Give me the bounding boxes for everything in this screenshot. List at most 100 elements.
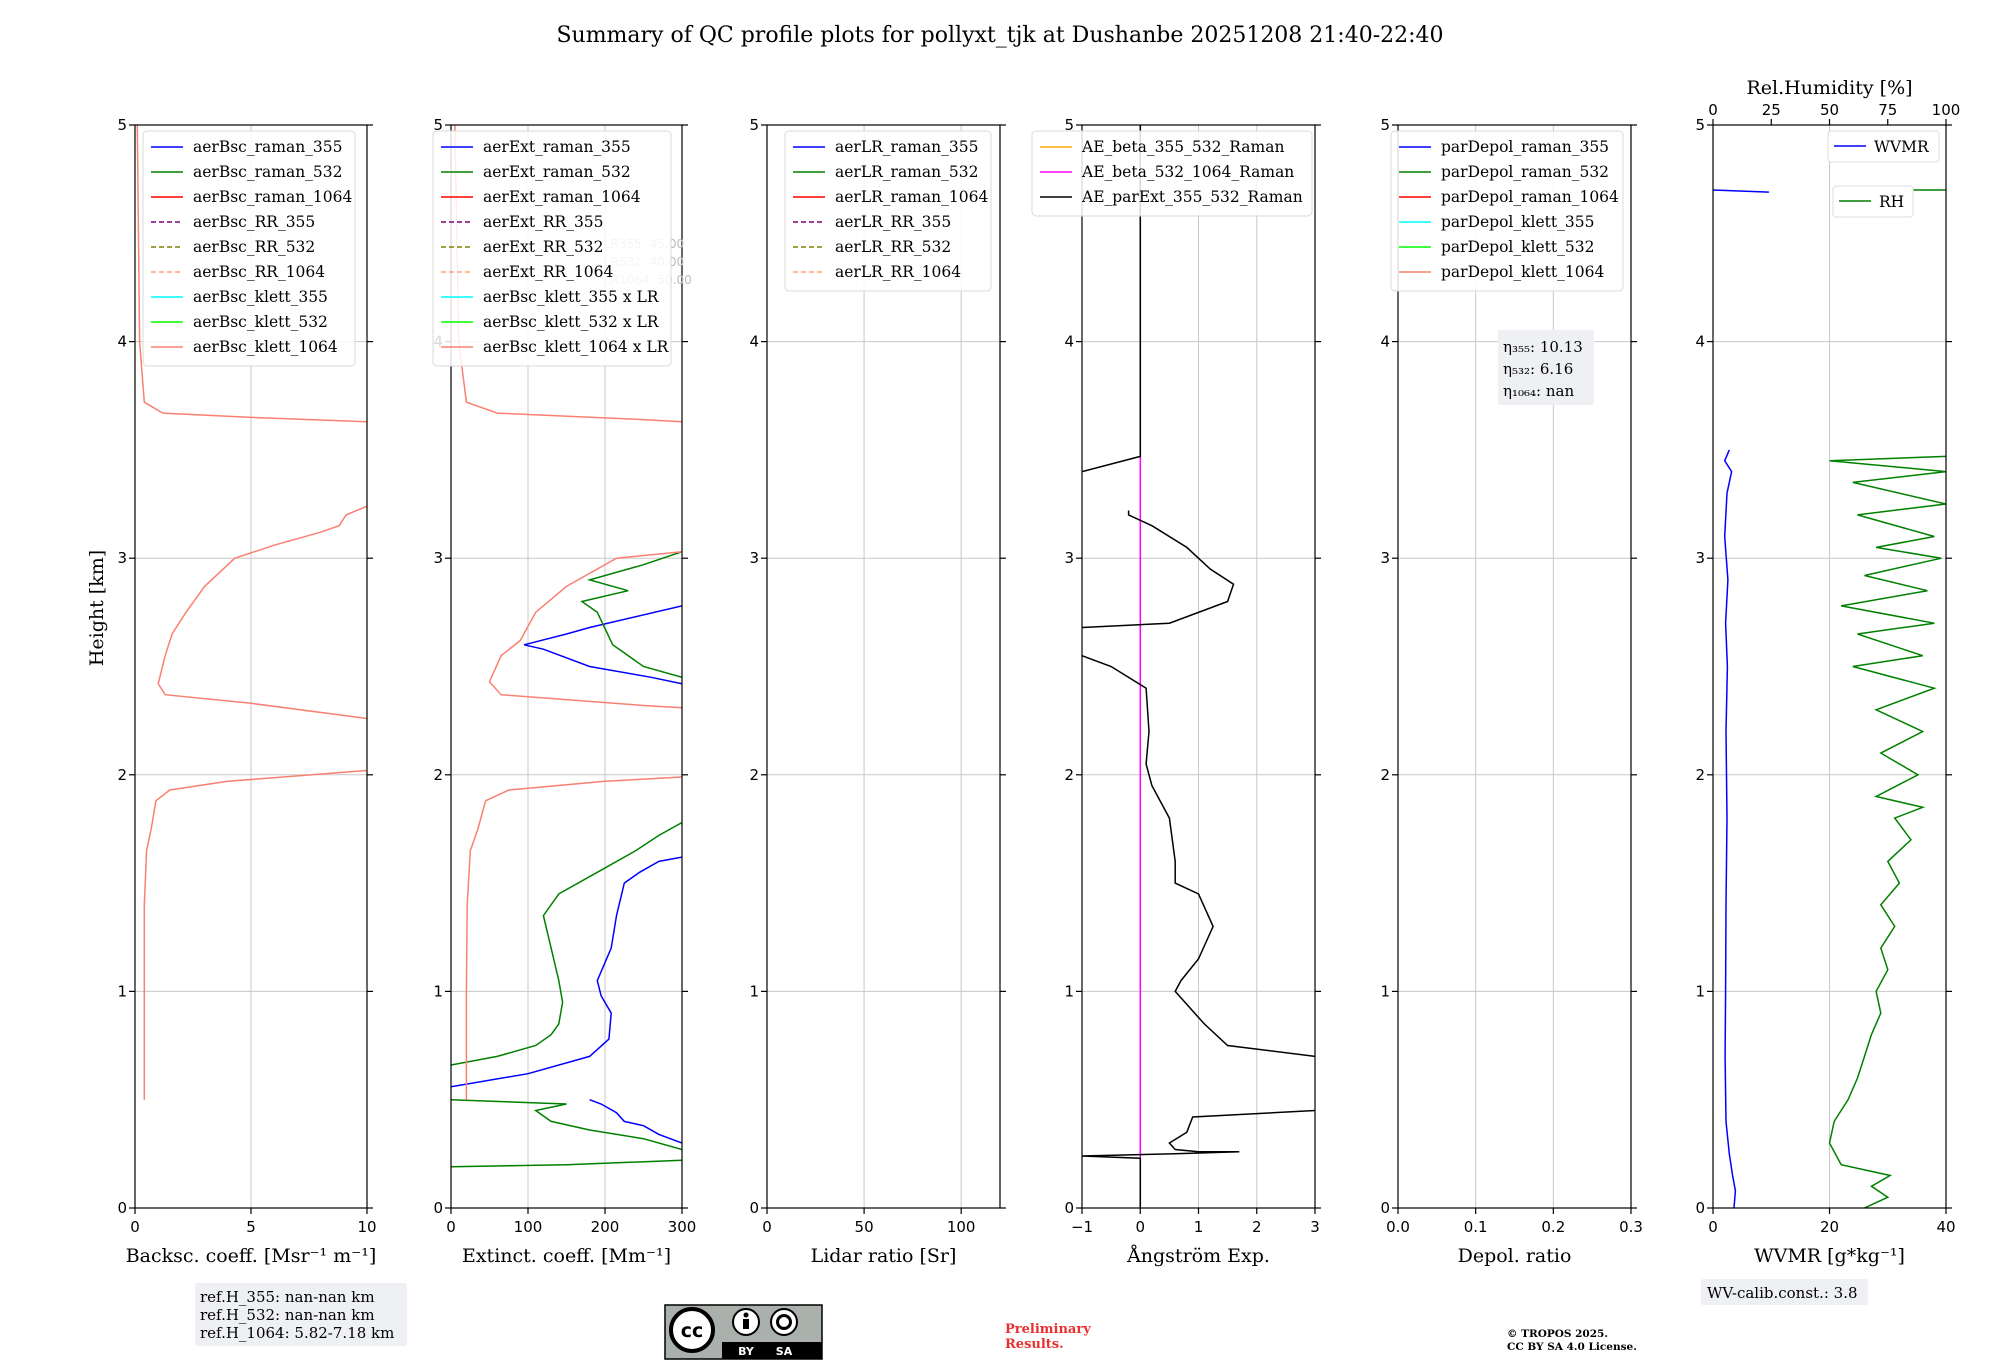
x-tick-label: 100 [947,1218,976,1236]
legend-label: aerLR_raman_355 [835,138,978,156]
legend-label: aerBsc_RR_1064 [193,263,325,281]
series-rh [1828,189,1946,1208]
y-tick-label: 3 [433,549,443,567]
eta-value: η₃₅₅: 10.13 [1503,338,1583,356]
y-tick-label: 5 [117,116,127,134]
y-tick-label: 3 [117,549,127,567]
top-tick-label: 25 [1762,101,1781,119]
legend-label: aerBsc_klett_1064 [193,338,338,356]
y-tick-label: 2 [1695,766,1705,784]
y-tick-label: 4 [1695,333,1705,351]
ref-height-355: ref.H_355: nan-nan km [200,1288,375,1306]
sa-share-icon [770,1308,798,1336]
eta-value: η₅₃₂: 6.16 [1503,360,1573,378]
x-axis-label: Backsc. coeff. [Msr⁻¹ m⁻¹] [126,1245,377,1267]
legend: parDepol_raman_355 parDepol_raman_532 parD… [1390,130,1624,292]
legend-label: aerBsc_klett_355 [193,288,328,306]
y-tick-label: 3 [749,549,759,567]
x-tick-label: 300 [668,1218,697,1236]
legend-box [1031,130,1313,217]
copyright-line-2: CC BY SA 4.0 License. [1507,1341,1637,1353]
legend-label: aerLR_raman_1064 [835,188,988,206]
x-axis-label: Lidar ratio [Sr] [811,1245,957,1267]
legend-label: parDepol_klett_532 [1441,238,1594,256]
x-tick-label: 2 [1252,1218,1262,1236]
x-tick-label: 0.2 [1541,1218,1565,1236]
y-tick-label: 5 [1064,116,1074,134]
figure-title: Summary of QC profile plots for pollyxt_… [556,23,1443,48]
legend-label: aerBsc_RR_355 [193,213,315,231]
legend-wvmr: WVMR [1827,130,1940,163]
preliminary-line-2: Results. [1005,1337,1064,1352]
cc-icon [669,1307,715,1353]
legend-label: aerLR_RR_532 [835,238,951,256]
legend: AE_beta_355_532_Raman AE_beta_532_1064_Ra… [1031,130,1313,217]
ref-height-532: ref.H_532: nan-nan km [200,1306,375,1324]
panel-5: 0.0 0.1 0.2 0.3 0 1 2 3 4 5 Depol. ratio η₃₅₅: 10.1… [1380,116,1642,1267]
axes-frame [1081,124,1316,1209]
ref-heights-box: ref.H_355: nan-nan km ref.H_532: nan-nan… [195,1283,407,1346]
y-tick-label: 2 [117,766,127,784]
axes-frame [1397,124,1632,1209]
legend-label: aerExt_raman_532 [483,163,631,181]
legend-label: aerExt_raman_355 [483,138,631,156]
y-tick-label: 4 [749,333,759,351]
legend-label: aerBsc_klett_355 x LR [483,288,660,306]
legend-label: parDepol_raman_532 [1441,163,1609,181]
y-tick-label: 0 [1380,1199,1390,1217]
y-tick-label: 0 [433,1199,443,1217]
legend-label: aerLR_RR_355 [835,213,951,231]
x-tick-label: 40 [1936,1218,1955,1236]
legend-label: aerBsc_RR_532 [193,238,315,256]
legend-label: aerBsc_raman_1064 [193,188,353,206]
y-tick-label: 3 [1695,549,1705,567]
y-tick-label: 3 [1064,549,1074,567]
x-tick-label: 0.0 [1386,1218,1410,1236]
x-tick-label: 3 [1310,1218,1320,1236]
sa-text: SA [776,1345,793,1358]
legend-label: AE_beta_355_532_Raman [1081,138,1284,156]
by-text: BY [738,1345,755,1358]
x-tick-label: 0 [446,1218,456,1236]
legend-label: aerBsc_raman_355 [193,138,343,156]
panel-3: 0 50 100 0 1 2 3 4 5 Lidar ratio [Sr] aerLR_raman_… [749,116,1006,1267]
axes-frame [450,124,683,1209]
legend-box [142,130,356,367]
legend-label: aerBsc_klett_1064 x LR [483,338,670,356]
y-tick-label: 5 [433,116,443,134]
panel-1: 0 5 10 0 1 2 3 4 5 Backsc. coeff. [Msr⁻¹ m⁻¹] aerB… [117,116,376,1267]
y-tick-label: 0 [749,1199,759,1217]
legend-label: parDepol_raman_355 [1441,138,1609,156]
legend-box [784,130,992,292]
x-tick-label: 20 [1820,1218,1839,1236]
y-tick-label: 0 [1695,1199,1705,1217]
series-aerext-raman-532 [451,550,682,1168]
legend-label: aerLR_raman_532 [835,163,978,181]
x-tick-label: 0.3 [1619,1218,1643,1236]
legend-label: RH [1879,193,1904,211]
series-aerext-raman-355 [451,605,682,1144]
legend-label: aerExt_RR_532 [483,238,604,256]
top-axis-label: Rel.Humidity [%] [1746,77,1912,99]
legend-label: aerBsc_raman_532 [193,163,343,181]
legend-label: aerBsc_klett_532 x LR [483,313,660,331]
panels: 0 5 100 1 2 3 4 5 Backsc. coeff. [Msr⁻¹ m⁻¹] aerB… [117,77,1960,1267]
legend: aerExt_raman_355 aerExt_raman_532 aerExt_r… [432,130,672,367]
copyright-line-1: © TROPOS 2025. [1507,1328,1608,1340]
eta-value: η₁₀₆₄: nan [1503,382,1574,400]
y-tick-label: 2 [749,766,759,784]
wv-calib-text: WV-calib.const.: 3.8 [1707,1284,1858,1302]
y-tick-label: 3 [1380,549,1390,567]
legend-label: WVMR [1874,138,1930,156]
top-tick-label: 0 [1708,101,1718,119]
legend-label: parDepol_raman_1064 [1441,188,1619,206]
legend-box [1390,130,1624,292]
eta-box [1498,330,1594,405]
x-axis-label: WVMR [g*kg⁻¹] [1754,1245,1905,1267]
y-tick-label: 1 [117,982,127,1000]
x-tick-label: 0 [762,1218,772,1236]
y-tick-label: 4 [117,333,127,351]
y-tick-label: 2 [433,766,443,784]
